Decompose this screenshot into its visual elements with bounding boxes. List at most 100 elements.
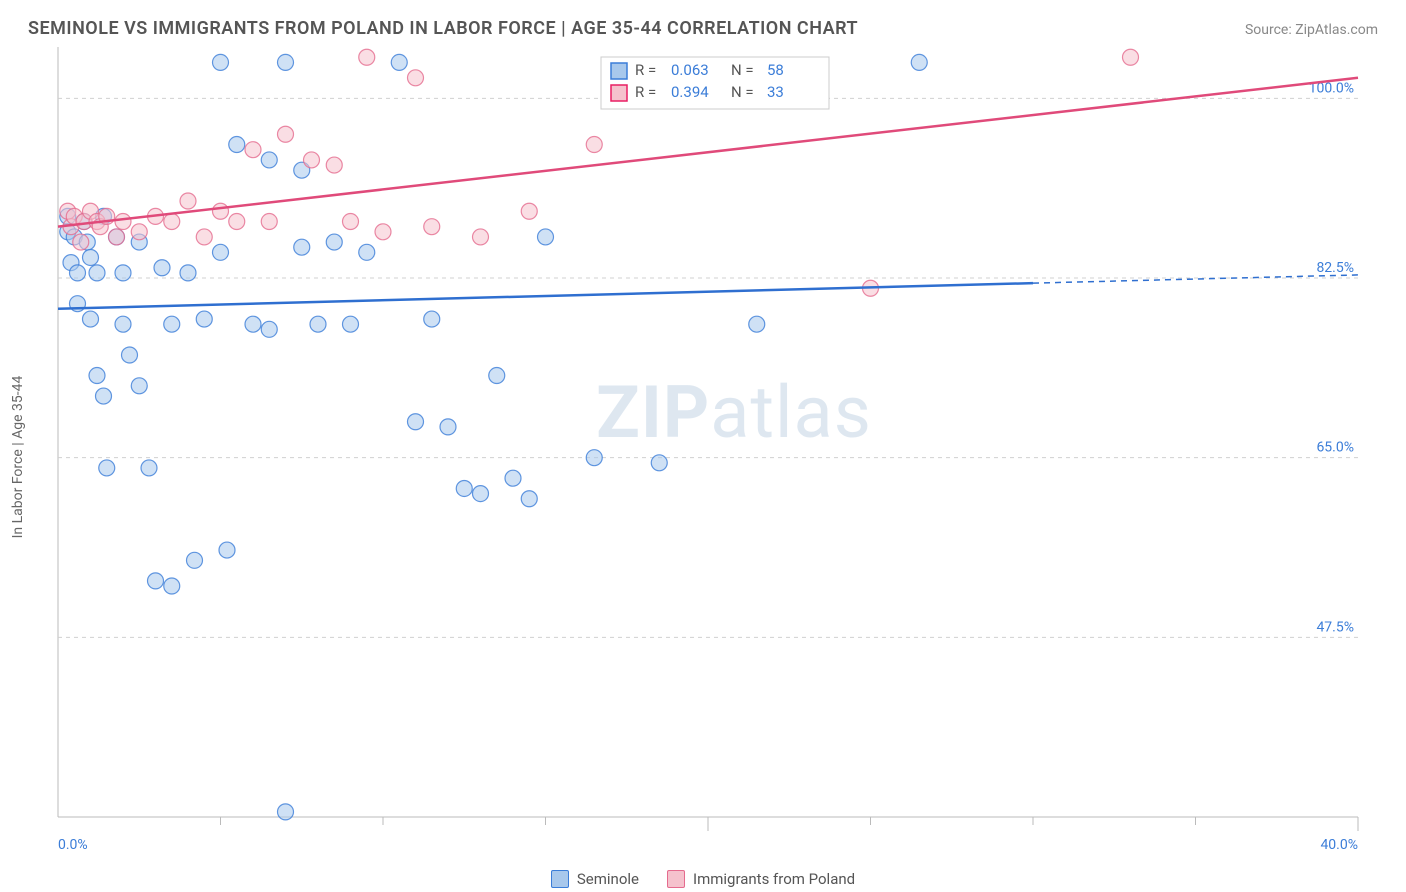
data-point [749, 316, 765, 332]
data-point [131, 378, 147, 394]
data-point [261, 321, 277, 337]
regression-line-extrapolated [1033, 275, 1358, 283]
svg-text:R =: R = [635, 61, 656, 79]
y-axis-label: In Labor Force | Age 35-44 [10, 376, 26, 539]
data-point [651, 455, 667, 471]
data-point [359, 49, 375, 65]
data-point [310, 316, 326, 332]
data-point [187, 552, 203, 568]
data-point [83, 311, 99, 327]
legend-item-poland: Immigrants from Poland [667, 870, 855, 888]
data-point [343, 316, 359, 332]
data-point [304, 152, 320, 168]
data-point [115, 214, 131, 230]
data-point [359, 244, 375, 260]
data-point [456, 480, 472, 496]
legend-label: Seminole [577, 870, 639, 888]
data-point [261, 152, 277, 168]
svg-text:0.394: 0.394 [671, 83, 709, 101]
scatter-chart: 47.5%65.0%82.5%100.0%0.0%40.0%ZIPatlasR … [28, 47, 1378, 867]
data-point [408, 70, 424, 86]
data-point [148, 573, 164, 589]
data-point [473, 486, 489, 502]
svg-text:40.0%: 40.0% [1320, 837, 1358, 853]
data-point [408, 414, 424, 430]
data-point [131, 224, 147, 240]
data-point [115, 265, 131, 281]
svg-text:65.0%: 65.0% [1316, 440, 1354, 456]
svg-text:ZIPatlas: ZIPatlas [596, 370, 872, 455]
data-point [180, 193, 196, 209]
data-point [89, 368, 105, 384]
legend-label: Immigrants from Poland [693, 870, 855, 888]
data-point [109, 229, 125, 245]
svg-text:R =: R = [635, 83, 656, 101]
chart-header: SEMINOLE VS IMMIGRANTS FROM POLAND IN LA… [0, 0, 1406, 47]
data-point [326, 157, 342, 173]
data-point [89, 265, 105, 281]
chart-title: SEMINOLE VS IMMIGRANTS FROM POLAND IN LA… [28, 18, 858, 39]
data-point [229, 137, 245, 153]
legend-swatch-pink [667, 870, 685, 888]
svg-text:0.0%: 0.0% [58, 837, 88, 853]
data-point [424, 219, 440, 235]
data-point [505, 470, 521, 486]
regression-line [58, 283, 1033, 309]
chart-container: In Labor Force | Age 35-44 47.5%65.0%82.… [28, 47, 1378, 867]
data-point [489, 368, 505, 384]
data-point [122, 347, 138, 363]
data-point [141, 460, 157, 476]
legend-item-seminole: Seminole [551, 870, 639, 888]
svg-text:58: 58 [767, 61, 784, 79]
source-label: Source: ZipAtlas.com [1245, 22, 1378, 38]
data-point [229, 214, 245, 230]
svg-text:N =: N = [731, 61, 754, 79]
data-point [213, 244, 229, 260]
svg-text:0.063: 0.063 [671, 61, 709, 79]
data-point [213, 203, 229, 219]
data-point [521, 203, 537, 219]
data-point [294, 239, 310, 255]
data-point [115, 316, 131, 332]
svg-text:33: 33 [767, 83, 784, 101]
legend-swatch [611, 85, 627, 101]
data-point [180, 265, 196, 281]
data-point [1123, 49, 1139, 65]
svg-text:N =: N = [731, 83, 754, 101]
data-point [278, 126, 294, 142]
svg-text:82.5%: 82.5% [1316, 260, 1354, 276]
data-point [164, 578, 180, 594]
data-point [278, 54, 294, 70]
data-point [424, 311, 440, 327]
data-point [245, 316, 261, 332]
data-point [70, 265, 86, 281]
data-point [196, 229, 212, 245]
legend-swatch [611, 63, 627, 79]
data-point [586, 137, 602, 153]
data-point [96, 388, 112, 404]
legend-swatch-blue [551, 870, 569, 888]
data-point [196, 311, 212, 327]
data-point [440, 419, 456, 435]
data-point [473, 229, 489, 245]
data-point [586, 450, 602, 466]
data-point [391, 54, 407, 70]
data-point [261, 214, 277, 230]
data-point [278, 804, 294, 820]
data-point [343, 214, 359, 230]
data-point [538, 229, 554, 245]
data-point [911, 54, 927, 70]
data-point [521, 491, 537, 507]
bottom-legend: Seminole Immigrants from Poland [0, 870, 1406, 888]
data-point [213, 54, 229, 70]
data-point [83, 249, 99, 265]
svg-text:47.5%: 47.5% [1316, 619, 1354, 635]
data-point [245, 142, 261, 158]
data-point [73, 234, 89, 250]
data-point [326, 234, 342, 250]
data-point [219, 542, 235, 558]
data-point [99, 460, 115, 476]
data-point [164, 214, 180, 230]
data-point [164, 316, 180, 332]
data-point [154, 260, 170, 276]
